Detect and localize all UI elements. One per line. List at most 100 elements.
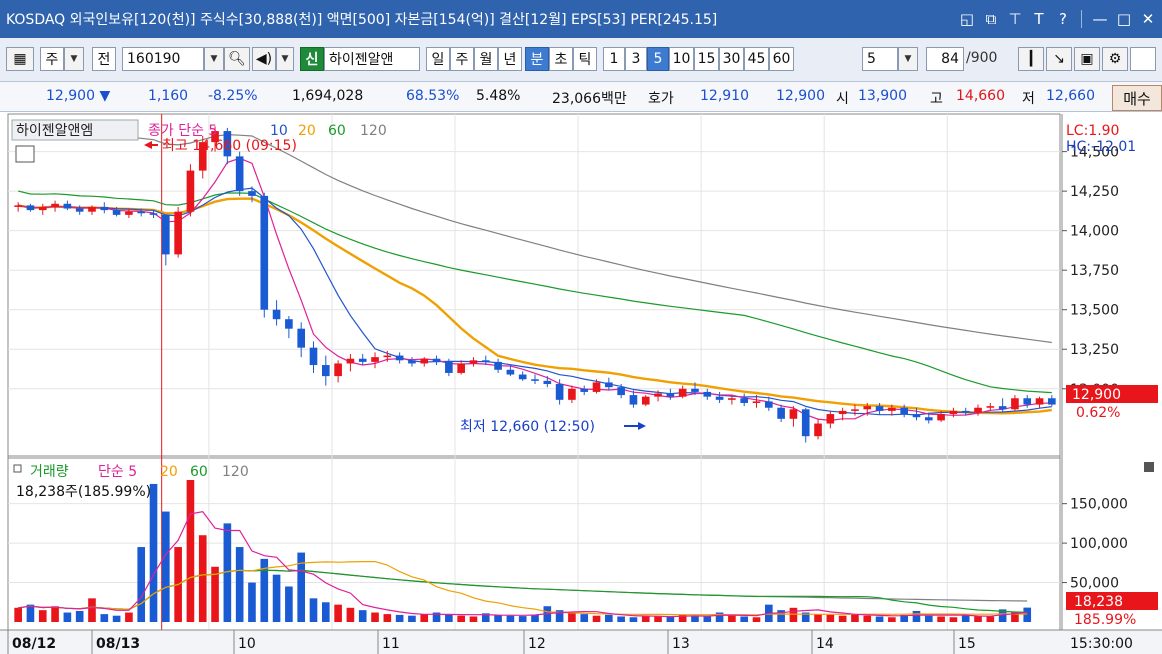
chart-area[interactable]: 14,50014,25014,00013,75013,50013,25013,0…	[0, 112, 1162, 654]
change-percent: -8.25%	[208, 88, 258, 104]
price-volume-chart[interactable]: 14,50014,25014,00013,75013,50013,25013,0…	[0, 112, 1162, 654]
candles	[14, 126, 1056, 443]
font-icon[interactable]: T	[1034, 10, 1044, 28]
help-icon[interactable]: ?	[1059, 10, 1067, 28]
volume-bar	[100, 614, 109, 622]
volume-bar	[814, 614, 822, 622]
volume-bar	[568, 612, 576, 622]
checkbox[interactable]	[1130, 47, 1156, 71]
volume-bar	[580, 614, 589, 622]
table-icon[interactable]	[15, 145, 35, 163]
volume-bar	[678, 614, 687, 622]
price-legend: 하이젠알앤엠 종가 단순 5 10 20 60 120	[11, 119, 387, 163]
interval-dropdown-icon[interactable]: ▼	[898, 47, 918, 71]
price-tick-label: 14,500	[1070, 145, 1119, 161]
candle-body	[740, 398, 749, 403]
volume-bar	[826, 614, 835, 622]
stock-name-tag: 하이젠알앤엠	[16, 123, 93, 139]
gear-icon[interactable]: ⚙	[1102, 47, 1128, 71]
panel-close-icon[interactable]	[1144, 462, 1154, 472]
candle-body	[14, 205, 22, 207]
draw-tool-icon[interactable]: ↘	[1046, 47, 1072, 71]
tab-day[interactable]: 일	[426, 47, 450, 71]
minute-3[interactable]: 3	[625, 47, 647, 71]
tab-month[interactable]: 월	[474, 47, 498, 71]
date-tick-label: 08/12	[12, 636, 56, 652]
volume-legend-ma60: 60	[190, 464, 208, 480]
tab-year[interactable]: 년	[498, 47, 522, 71]
restore-icon[interactable]: ◱	[959, 10, 975, 28]
minute-30[interactable]: 30	[719, 47, 744, 71]
volume-bar	[518, 616, 527, 622]
candle-body	[728, 398, 736, 400]
minute-45[interactable]: 45	[744, 47, 769, 71]
tab-week[interactable]: 주	[450, 47, 474, 71]
volume-bar	[137, 547, 146, 622]
volume-bar	[149, 483, 158, 622]
candle-body	[678, 388, 687, 397]
minute-15[interactable]: 15	[694, 47, 719, 71]
candle-body	[531, 379, 539, 381]
code-dropdown-icon[interactable]: ▼	[204, 47, 224, 71]
pin-icon[interactable]: ⊤	[1008, 10, 1022, 28]
candle-body	[174, 211, 182, 255]
candle-body	[814, 423, 822, 437]
tab-second[interactable]: 초	[549, 47, 573, 71]
minute-5[interactable]: 5	[647, 47, 669, 71]
volume-bar	[481, 613, 490, 622]
candle-body	[346, 358, 355, 364]
lc-readout: LC:1.90	[1066, 123, 1119, 139]
candle-body	[937, 414, 945, 421]
candle-body	[875, 406, 884, 411]
volume-ratio: 68.53%	[406, 88, 460, 104]
candle-body	[383, 355, 392, 358]
minute-10[interactable]: 10	[669, 47, 694, 71]
candle-body	[112, 210, 121, 215]
stock-code-input[interactable]: 160190	[122, 47, 204, 71]
maximize-icon[interactable]: □	[1116, 10, 1132, 28]
tab-minute[interactable]: 분	[525, 47, 549, 71]
volume-bar	[617, 616, 625, 622]
candle-body	[617, 387, 625, 396]
minimize-icon[interactable]: —	[1092, 10, 1108, 28]
sound-dropdown-icon[interactable]: ▼	[276, 47, 294, 71]
popout-icon[interactable]: ⧉	[985, 10, 997, 28]
save-icon[interactable]: ▣	[1074, 47, 1100, 71]
chart-type-icon[interactable]: ▕▏	[1018, 47, 1044, 71]
close-icon[interactable]: ✕	[1141, 10, 1155, 28]
market-dropdown-icon[interactable]: ▼	[64, 47, 84, 71]
buy-button[interactable]: 매수	[1112, 85, 1162, 111]
interval-input[interactable]: 5	[862, 47, 898, 71]
candle-body	[481, 360, 490, 362]
sound-icon[interactable]: ◀)	[252, 47, 276, 71]
volume-bar	[715, 612, 724, 622]
volume-bar	[371, 612, 379, 622]
search-icon[interactable]: 🔍︎	[224, 47, 250, 71]
current-price: 12,900 ▼	[46, 88, 111, 104]
price-tick-label: 14,000	[1070, 224, 1119, 240]
minute-1[interactable]: 1	[603, 47, 625, 71]
stock-name: 하이젠알앤	[324, 47, 420, 71]
volume-bar	[26, 604, 35, 622]
candle-body	[826, 414, 835, 424]
price-tick-label: 14,250	[1070, 184, 1119, 200]
tab-tick[interactable]: 틱	[573, 47, 597, 71]
current-price-tag-box	[1066, 385, 1158, 403]
axes: 14,50014,25014,00013,75013,50013,25013,0…	[0, 114, 1162, 654]
volume-bar	[851, 614, 859, 622]
candle-body	[555, 384, 564, 400]
high-label: 고	[930, 91, 943, 107]
minute-60[interactable]: 60	[769, 47, 794, 71]
volume-bar	[334, 604, 342, 622]
candle-body	[752, 401, 761, 403]
volume-bar	[420, 614, 429, 622]
date-tick-label: 15	[958, 636, 976, 652]
volume-bar	[432, 612, 441, 622]
volume-bar	[112, 615, 121, 622]
market-select[interactable]: 주	[40, 47, 64, 71]
candle-body	[789, 409, 798, 419]
count-input[interactable]: 84	[926, 47, 964, 71]
list-icon[interactable]: ▦	[6, 47, 34, 71]
all-button[interactable]: 전	[92, 47, 116, 71]
candle-body	[26, 205, 35, 211]
